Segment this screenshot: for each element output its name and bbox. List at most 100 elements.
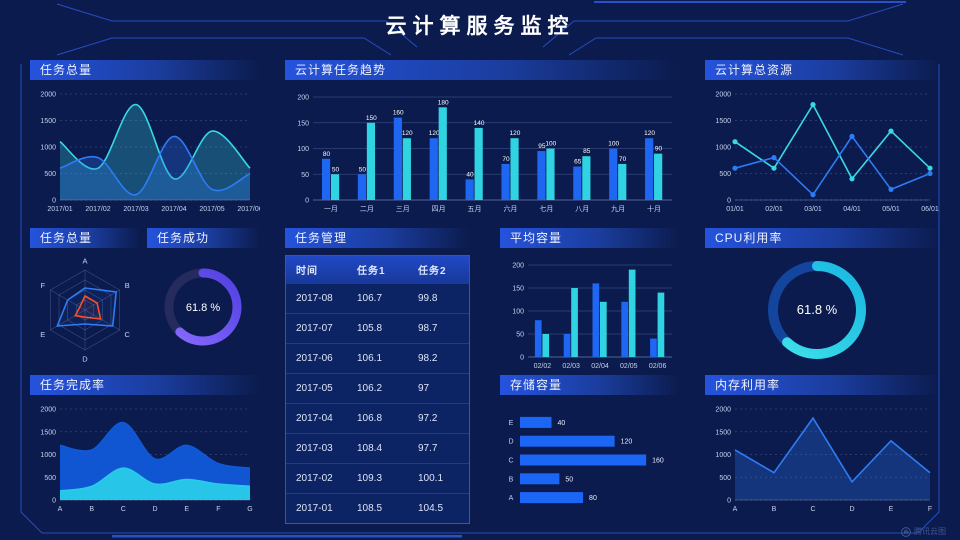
- table-cell: 106.7: [347, 283, 408, 314]
- svg-text:150: 150: [366, 115, 377, 122]
- svg-text:0: 0: [727, 198, 731, 205]
- svg-text:02/06: 02/06: [649, 363, 667, 370]
- panel-task-success: 任务成功 61.8 %: [147, 228, 260, 370]
- svg-text:六月: 六月: [503, 204, 517, 213]
- table-header-cell: 任务2: [408, 256, 469, 284]
- svg-text:02/05: 02/05: [620, 363, 638, 370]
- svg-text:五月: 五月: [468, 205, 482, 213]
- svg-text:1500: 1500: [715, 429, 731, 436]
- panel-title-memory-usage: 内存利用率: [705, 375, 940, 395]
- svg-text:100: 100: [512, 309, 524, 316]
- table-cell: 2017-07: [286, 313, 347, 344]
- svg-text:0: 0: [727, 498, 731, 505]
- svg-text:150: 150: [512, 286, 524, 293]
- vendor-watermark: 腾讯云图: [901, 526, 946, 537]
- svg-text:02/04: 02/04: [591, 363, 609, 370]
- svg-text:四月: 四月: [432, 205, 446, 213]
- table-cell: 106.8: [347, 403, 408, 434]
- table-row[interactable]: 2017-01 108.5 104.5: [286, 493, 469, 523]
- table-row[interactable]: 2017-08 106.7 99.8: [286, 283, 469, 314]
- svg-text:G: G: [247, 506, 252, 513]
- svg-text:2017/01: 2017/01: [47, 206, 72, 213]
- svg-text:05/01: 05/01: [882, 206, 900, 213]
- table-row[interactable]: 2017-07 105.8 98.7: [286, 313, 469, 344]
- task-table: 时间 任务1 任务2 2017-08 106.7 99.8 2017-07 105.8 98.…: [286, 256, 469, 523]
- svg-text:100: 100: [297, 146, 309, 153]
- table-cell: 98.7: [408, 313, 469, 344]
- page-title: 云计算服务监控: [385, 15, 575, 38]
- svg-text:九月: 九月: [611, 204, 625, 213]
- table-cell: 2017-08: [286, 283, 347, 314]
- table-cell: 2017-01: [286, 493, 347, 523]
- svg-text:50: 50: [516, 332, 524, 339]
- cpu-usage-gauge: 61.8 %: [768, 261, 866, 359]
- panel-title-tasks-total-line: 任务总量: [30, 60, 260, 80]
- panel-task-completion: 任务完成率 0 500 1000 1500 2000 A B C D E F G: [30, 375, 260, 515]
- svg-text:50: 50: [565, 476, 573, 483]
- table-row[interactable]: 2017-06 106.1 98.2: [286, 343, 469, 374]
- panel-memory-usage: 内存利用率 0 500 1000 1500 2000 A B C D E F: [705, 375, 940, 515]
- panel-tasks-total-radar: 任务总量 A B C D E F: [30, 228, 140, 370]
- svg-text:三月: 三月: [396, 205, 410, 213]
- svg-text:80: 80: [589, 495, 597, 502]
- svg-text:C: C: [121, 506, 126, 513]
- svg-text:B: B: [509, 476, 514, 483]
- svg-text:A: A: [733, 506, 738, 513]
- table-cell: 106.1: [347, 343, 408, 374]
- svg-text:500: 500: [44, 475, 56, 482]
- svg-text:95: 95: [538, 143, 546, 150]
- table-row[interactable]: 2017-03 108.4 97.7: [286, 433, 469, 464]
- table-cell: 108.5: [347, 493, 408, 523]
- table-cell: 2017-06: [286, 343, 347, 374]
- svg-text:2017/04: 2017/04: [161, 206, 186, 213]
- table-cell: 104.5: [408, 493, 469, 523]
- svg-text:50: 50: [359, 166, 367, 173]
- table-row[interactable]: 2017-04 106.8 97.2: [286, 403, 469, 434]
- svg-text:50: 50: [301, 172, 309, 179]
- avg-capacity-bar-chart: 0 50 100 150 200 02/02 02/03 02/04 02/05 02/06: [512, 263, 672, 370]
- panel-title-total-resources: 云计算总资源: [705, 60, 940, 80]
- panel-tasks-total-line: 任务总量 0 500 1000 1500 2000 2017/01 2017/02 2017/…: [30, 60, 260, 215]
- svg-text:120: 120: [510, 130, 521, 137]
- svg-text:E: E: [889, 506, 894, 513]
- panel-total-resources: 云计算总资源 0 500 1000 1500 2000 01/01 02/01 03/01 04…: [705, 60, 940, 215]
- svg-text:2017/02: 2017/02: [85, 206, 110, 213]
- table-cell: 100.1: [408, 463, 469, 494]
- svg-text:C: C: [125, 330, 131, 339]
- svg-text:50: 50: [332, 166, 340, 173]
- svg-text:C: C: [508, 458, 513, 465]
- svg-text:70: 70: [502, 156, 510, 163]
- svg-text:E: E: [40, 330, 45, 339]
- svg-text:02/01: 02/01: [765, 206, 783, 213]
- svg-text:01/01: 01/01: [726, 206, 744, 213]
- svg-text:200: 200: [297, 95, 309, 102]
- svg-text:85: 85: [583, 148, 591, 155]
- task-table-container: 时间 任务1 任务2 2017-08 106.7 99.8 2017-07 105.8 98.…: [285, 255, 470, 524]
- svg-text:120: 120: [621, 439, 633, 446]
- svg-text:D: D: [152, 506, 157, 513]
- svg-text:D: D: [849, 506, 854, 513]
- svg-text:1000: 1000: [715, 145, 731, 152]
- svg-text:06/01: 06/01: [921, 206, 939, 213]
- svg-text:65: 65: [574, 159, 582, 166]
- table-cell: 99.8: [408, 283, 469, 314]
- svg-text:150: 150: [297, 120, 309, 127]
- svg-text:E: E: [184, 506, 189, 513]
- table-cell: 97.2: [408, 403, 469, 434]
- svg-text:C: C: [810, 506, 815, 513]
- svg-text:180: 180: [438, 99, 449, 106]
- svg-text:D: D: [508, 439, 513, 446]
- svg-text:1000: 1000: [40, 452, 56, 459]
- svg-text:140: 140: [474, 120, 485, 127]
- svg-text:90: 90: [655, 146, 663, 153]
- svg-text:2000: 2000: [40, 92, 56, 99]
- table-row[interactable]: 2017-05 106.2 97: [286, 373, 469, 404]
- task-completion-area-chart: 0 500 1000 1500 2000 A B C D E F G: [40, 407, 252, 514]
- panel-task-trend: 云计算任务趋势 0 50 100 150 200 一月 80 50 二月 50 150 三月 160 12…: [285, 60, 680, 215]
- svg-text:A: A: [58, 506, 63, 513]
- svg-text:F: F: [216, 506, 220, 513]
- svg-text:一月: 一月: [324, 205, 338, 213]
- table-cell: 2017-05: [286, 373, 347, 404]
- table-row[interactable]: 2017-02 109.3 100.1: [286, 463, 469, 494]
- total-resources-line-chart: 0 500 1000 1500 2000 01/01 02/01 03/01 04/01 05/0…: [715, 92, 939, 214]
